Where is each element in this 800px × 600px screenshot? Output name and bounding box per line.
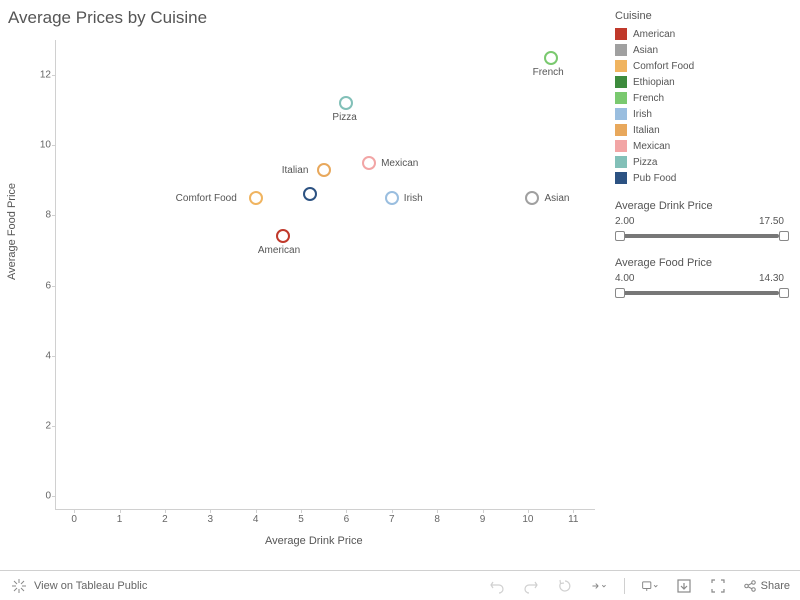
download-icon[interactable]	[675, 577, 693, 595]
slider-max-label: 17.50	[759, 216, 784, 227]
view-on-tableau-link[interactable]: View on Tableau Public	[34, 580, 147, 592]
plot-region[interactable]: 02468101201234567891011AmericanAsianComf…	[55, 40, 595, 510]
data-point-pizza[interactable]	[339, 96, 353, 110]
legend-item-irish[interactable]: Irish	[615, 106, 790, 122]
slider-title: Average Food Price	[615, 257, 790, 269]
slider-min-label: 2.00	[615, 216, 634, 227]
legend-label: Ethiopian	[633, 77, 675, 88]
legend-label: Pub Food	[633, 173, 676, 184]
legend-swatch	[615, 92, 627, 104]
slider-title: Average Drink Price	[615, 200, 790, 212]
data-point-comfort-food[interactable]	[249, 191, 263, 205]
undo-icon[interactable]	[488, 577, 506, 595]
x-axis-label: Average Drink Price	[265, 535, 363, 547]
replay-icon[interactable]	[556, 577, 574, 595]
legend-label: Irish	[633, 109, 652, 120]
legend[interactable]: American Asian Comfort Food Ethiopian French…	[615, 26, 790, 186]
legend-swatch	[615, 60, 627, 72]
legend-item-ethiopian[interactable]: Ethiopian	[615, 74, 790, 90]
legend-item-asian[interactable]: Asian	[615, 42, 790, 58]
legend-label: French	[633, 93, 664, 104]
slider-min-label: 4.00	[615, 273, 634, 284]
slider-values: 2.00 17.50	[615, 216, 790, 227]
legend-label: Pizza	[633, 157, 657, 168]
legend-item-mexican[interactable]: Mexican	[615, 138, 790, 154]
share-button[interactable]: Share	[743, 579, 790, 593]
data-point-pub-food[interactable]	[303, 187, 317, 201]
chart-area: Average Prices by Cuisine Average Food P…	[0, 0, 615, 570]
share-label: Share	[761, 580, 790, 592]
redo-icon[interactable]	[522, 577, 540, 595]
legend-title: Cuisine	[615, 10, 790, 22]
legend-item-pizza[interactable]: Pizza	[615, 154, 790, 170]
slider-block: Average Food Price 4.00 14.30	[615, 257, 790, 300]
toolbar: View on Tableau Public Share	[0, 570, 800, 600]
refresh-dropdown-icon[interactable]	[590, 577, 608, 595]
data-point-french[interactable]	[544, 51, 558, 65]
data-label: Irish	[404, 193, 423, 204]
slider-values: 4.00 14.30	[615, 273, 790, 284]
legend-swatch	[615, 28, 627, 40]
fullscreen-icon[interactable]	[709, 577, 727, 595]
data-label: Asian	[544, 193, 569, 204]
slider-handle-low[interactable]	[615, 288, 625, 298]
slider-block: Average Drink Price 2.00 17.50	[615, 200, 790, 243]
y-axis-label: Average Food Price	[6, 183, 18, 280]
data-point-american[interactable]	[276, 229, 290, 243]
data-label: Comfort Food	[176, 193, 237, 204]
data-point-asian[interactable]	[525, 191, 539, 205]
data-point-mexican[interactable]	[362, 156, 376, 170]
slider-handle-high[interactable]	[779, 288, 789, 298]
legend-swatch	[615, 172, 627, 184]
legend-label: Mexican	[633, 141, 670, 152]
toolbar-divider	[624, 578, 625, 594]
data-label: American	[258, 245, 300, 256]
data-label: Mexican	[381, 158, 418, 169]
slider-track[interactable]	[615, 229, 790, 243]
side-panel: Cuisine American Asian Comfort Food Ethiopi…	[615, 0, 800, 570]
slider-handle-low[interactable]	[615, 231, 625, 241]
legend-swatch	[615, 76, 627, 88]
slider-max-label: 14.30	[759, 273, 784, 284]
legend-label: Italian	[633, 125, 660, 136]
legend-item-american[interactable]: American	[615, 26, 790, 42]
legend-item-french[interactable]: French	[615, 90, 790, 106]
legend-swatch	[615, 140, 627, 152]
legend-label: American	[633, 29, 675, 40]
legend-swatch	[615, 108, 627, 120]
legend-label: Asian	[633, 45, 658, 56]
data-label: Italian	[282, 165, 309, 176]
data-label: French	[533, 67, 564, 78]
data-point-irish[interactable]	[385, 191, 399, 205]
slider-handle-high[interactable]	[779, 231, 789, 241]
chart-title: Average Prices by Cuisine	[8, 8, 207, 28]
slider-track[interactable]	[615, 286, 790, 300]
alert-dropdown-icon[interactable]	[641, 577, 659, 595]
legend-item-comfort-food[interactable]: Comfort Food	[615, 58, 790, 74]
data-point-italian[interactable]	[317, 163, 331, 177]
legend-label: Comfort Food	[633, 61, 694, 72]
data-label: Pizza	[332, 112, 356, 123]
legend-swatch	[615, 156, 627, 168]
legend-swatch	[615, 124, 627, 136]
legend-item-italian[interactable]: Italian	[615, 122, 790, 138]
legend-item-pub-food[interactable]: Pub Food	[615, 170, 790, 186]
legend-swatch	[615, 44, 627, 56]
tableau-logo-icon[interactable]	[10, 577, 28, 595]
